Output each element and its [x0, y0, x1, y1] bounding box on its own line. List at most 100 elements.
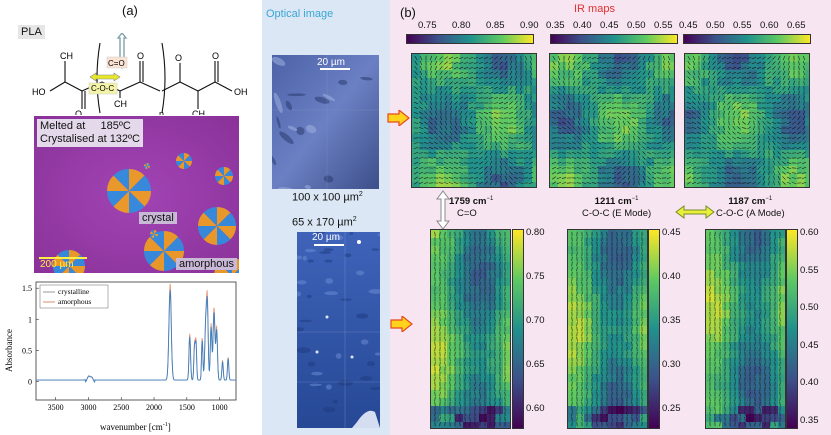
- optical-texture-1: [272, 55, 379, 189]
- optical-size-label-1: 100 x 100 µm2: [292, 191, 363, 204]
- spectrum-xtick-label: 2000: [146, 403, 162, 412]
- top-colorbar-tick-label: 0.85: [486, 20, 505, 31]
- top-colorbar-tick-label: 0.55: [733, 20, 752, 31]
- side-colorbar-tick-label: 0.40: [800, 377, 819, 389]
- arrow-to-bottom-maps: [390, 316, 413, 332]
- scale-bar-200-label: 200 µm: [40, 259, 74, 270]
- optical-scale-label-1: 20 µm: [317, 57, 345, 68]
- top-colorbar-tick-label: 0.45: [600, 20, 619, 31]
- ch3-atom-3: CH: [192, 109, 205, 115]
- top-colorbar-3: [683, 34, 811, 44]
- coc-bond-label: C-O-C: [91, 84, 114, 93]
- side-colorbar-tick-label: 0.40: [662, 271, 681, 282]
- optical-image-panel: Optical image 20 µm 100 x 100 µm2 65 x 1…: [262, 0, 390, 435]
- side-colorbar-tick-label: 0.60: [800, 227, 819, 238]
- ch3-atom-1: CH: [60, 51, 73, 61]
- spectrum-xtick-label: 2500: [113, 403, 129, 412]
- ir-map-1: [411, 53, 537, 188]
- optical-scale-bar-2: [314, 244, 344, 246]
- top-colorbar-tick-label: 0.75: [418, 20, 437, 31]
- spectrum-xtick-label: 1000: [212, 403, 228, 412]
- crystal-text: Crystalised at 132ºC: [40, 133, 141, 145]
- mode-label-2: 1211 cm−1 C-O-C (E Mode): [582, 196, 652, 220]
- spectrum-xtick-label: 3000: [80, 403, 96, 412]
- spectrum-ytick-label: 1: [28, 315, 32, 324]
- crystal-label: crystal: [139, 212, 177, 224]
- o-atom-4: O: [212, 51, 219, 61]
- side-colorbar-tick-label: 0.50: [800, 302, 819, 314]
- spectrum-ytick-label: 0.5: [22, 346, 32, 355]
- melted-temp: 185ºC: [100, 120, 131, 132]
- optical-scale-bar-1: [320, 68, 350, 70]
- scale-bar-200: [39, 257, 87, 259]
- polarized-micrograph: Melted at 185ºC Crystalised at 132ºC cry…: [34, 116, 239, 273]
- optical-title: Optical image: [266, 8, 334, 20]
- side-colorbar-tick-label: 0.30: [662, 359, 681, 370]
- top-colorbar-tick-label: 0.65: [787, 20, 806, 31]
- ir-map-6: [705, 229, 786, 429]
- optical-scale-label-2: 20 µm: [312, 232, 340, 243]
- optical-image-2: 20 µm: [297, 232, 380, 428]
- oh-atom: OH: [234, 87, 248, 97]
- co-bond-label: C=O: [108, 59, 125, 68]
- ir-map-4: [430, 229, 511, 429]
- ir-map-3: [684, 53, 810, 188]
- optical-texture-2: [297, 232, 380, 428]
- ir-map-5: [567, 229, 648, 429]
- spectrum-xlabel: wavenumber [cm-1]: [100, 422, 171, 432]
- legend-amorphous: amorphous: [58, 297, 91, 306]
- spectrum-xtick-label: 3500: [48, 403, 64, 412]
- top-colorbar-tick-label: 0.50: [627, 20, 646, 31]
- top-colorbar-2: [550, 34, 678, 44]
- ir-maps-title: IR maps: [574, 3, 615, 15]
- top-colorbar-tick-label: 0.45: [679, 20, 698, 31]
- side-colorbar-3: [786, 229, 798, 429]
- side-colorbar-tick-label: 0.60: [526, 403, 545, 414]
- spectrum-legend: [39, 284, 109, 309]
- top-colorbar-tick-label: 0.55: [654, 20, 673, 31]
- coc-double-arrow: [675, 205, 715, 219]
- side-colorbar-tick-label: 0.35: [800, 415, 819, 426]
- ftir-spectrum-chart: 0 0.5 1 1.5 3500 3000 2500 2000 1500 1000 crysta…: [4, 281, 237, 432]
- optical-image-1: 20 µm: [272, 55, 379, 189]
- o-atom-3: O: [175, 53, 182, 63]
- top-colorbar-tick-label: 0.35: [546, 20, 565, 31]
- ir-maps-panel: (b) IR maps 0.75 0.80 0.85 0.90 0.35 0.40 0.45…: [387, 0, 831, 435]
- panel-a-label: (a): [122, 3, 138, 18]
- side-colorbar-tick-label: 0.65: [526, 359, 545, 370]
- mode-label-3: 1187 cm−1 C-O-C (A Mode): [716, 196, 785, 220]
- arrow-to-top-maps: [387, 110, 410, 126]
- top-colorbar-1: [406, 34, 534, 44]
- side-colorbar-tick-label: 0.80: [526, 227, 545, 238]
- side-colorbar-tick-label: 0.70: [526, 315, 545, 326]
- spectrum-ytick-label: 0: [28, 377, 32, 386]
- pla-structure-diagram: HO CH O CH O n O CH O OH C=O C-O-C: [32, 33, 248, 115]
- mode-label-1: 1759 cm−1 C=O: [449, 196, 494, 220]
- side-colorbar-tick-label: 0.45: [800, 339, 819, 351]
- crystalline-spectrum-line: [36, 290, 236, 384]
- panel-b-label: (b): [400, 5, 416, 20]
- side-colorbar-tick-label: 0.55: [800, 264, 819, 276]
- side-colorbar-tick-label: 0.75: [526, 271, 545, 282]
- side-colorbar-tick-label: 0.25: [662, 403, 681, 414]
- spectrum-ylabel: Absorbance: [4, 329, 14, 372]
- side-colorbar-tick-label: 0.45: [662, 227, 681, 238]
- side-colorbar-2: [648, 229, 660, 429]
- melt-annotation: Melted at 185ºC Crystalised at 132ºC: [37, 119, 144, 147]
- spectrum-xtick-label: 1500: [179, 403, 195, 412]
- o-atom-2: O: [137, 51, 144, 61]
- ch3-atom-2: CH: [114, 99, 127, 109]
- spectrum-ytick-label: 1.5: [22, 284, 32, 293]
- optical-size-label-2: 65 x 170 µm2: [292, 216, 357, 229]
- ir-map-2: [549, 53, 675, 188]
- melted-text: Melted at: [40, 120, 86, 132]
- amorphous-label: amorphous: [176, 258, 238, 270]
- top-colorbar-tick-label: 0.90: [520, 20, 539, 31]
- legend-crystalline: crystalline: [58, 287, 90, 296]
- top-colorbar-tick-label: 0.50: [706, 20, 725, 31]
- ho-atom: HO: [32, 87, 46, 97]
- o-atom-1: O: [75, 109, 82, 115]
- side-colorbar-tick-label: 0.35: [662, 315, 681, 326]
- top-colorbar-tick-label: 0.60: [760, 20, 779, 31]
- material-label: PLA: [18, 25, 45, 39]
